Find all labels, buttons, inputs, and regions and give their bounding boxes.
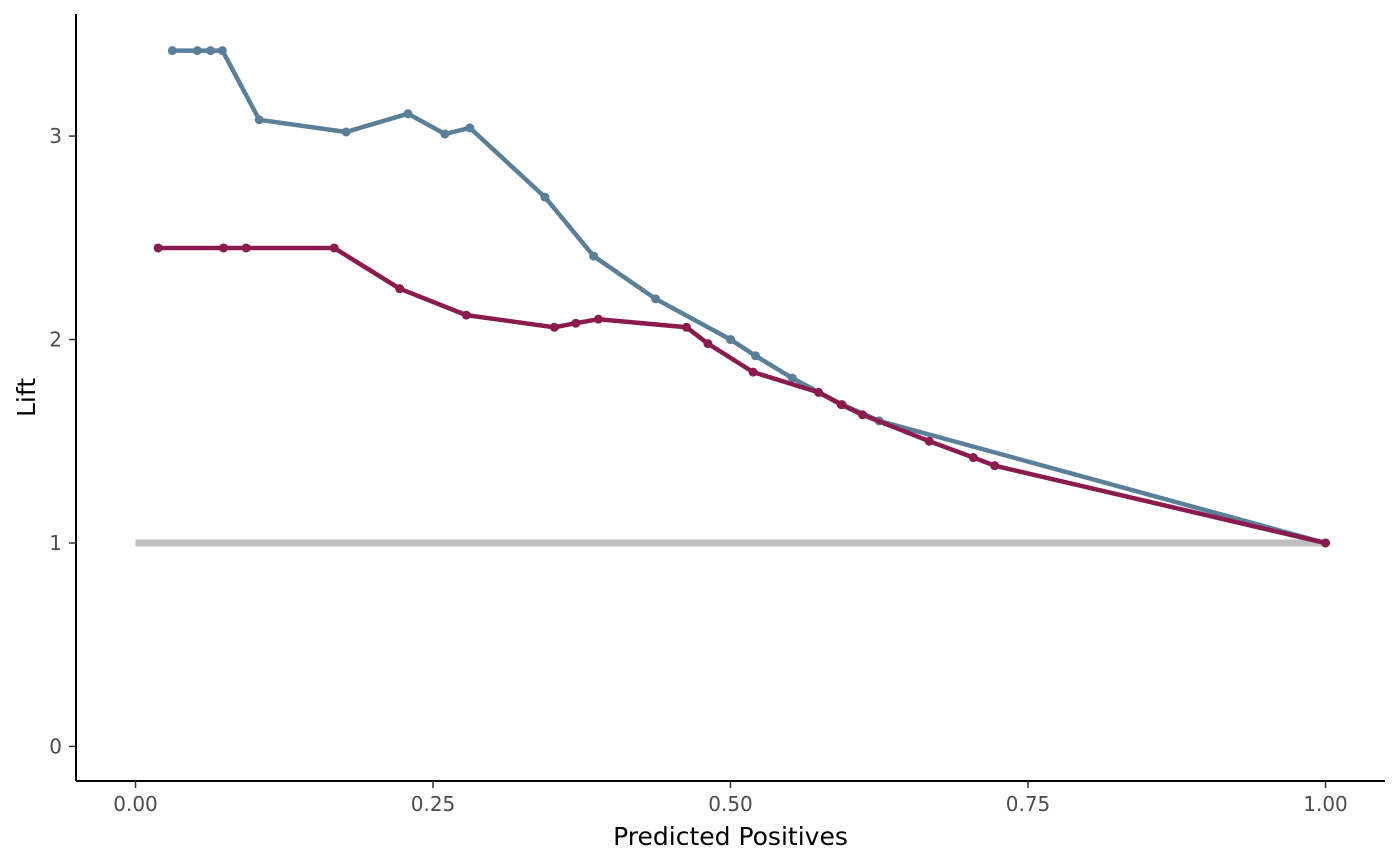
series-point — [341, 127, 351, 137]
series-point — [395, 284, 405, 294]
series-point — [836, 400, 846, 410]
x-tick-label: 0.00 — [113, 792, 158, 816]
series-point — [254, 115, 264, 125]
series-point — [205, 46, 215, 56]
series-point — [968, 453, 978, 463]
series-point — [748, 367, 758, 377]
series-layer — [153, 46, 1330, 548]
series-point — [681, 322, 691, 332]
series-point — [167, 46, 177, 56]
series-1 — [167, 46, 1330, 548]
series-point — [153, 243, 163, 253]
x-tick-label: 0.50 — [708, 792, 753, 816]
series-point — [192, 46, 202, 56]
series-point — [593, 314, 603, 324]
x-ticks: 0.00 0.25 0.50 0.75 1.00 — [113, 781, 1348, 816]
y-tick-label: 3 — [49, 124, 62, 148]
series-point — [703, 339, 713, 349]
series-point — [549, 322, 559, 332]
series-point — [787, 373, 797, 383]
series-point — [219, 243, 229, 253]
series-line — [170, 48, 1328, 546]
series-point — [990, 461, 1000, 471]
series-point — [540, 192, 550, 202]
series-point — [571, 318, 581, 328]
series-point — [403, 109, 413, 119]
axis-layer: 0.00 0.25 0.50 0.75 1.00 0 1 2 3 — [49, 14, 1385, 816]
x-axis-title: Predicted Positives — [613, 822, 848, 851]
series-point — [440, 129, 450, 139]
series-point — [858, 410, 868, 420]
x-tick-label: 1.00 — [1303, 792, 1348, 816]
y-axis-title: Lift — [12, 378, 41, 417]
x-tick-label: 0.25 — [411, 792, 456, 816]
series-point — [241, 243, 251, 253]
series-point — [750, 351, 760, 361]
series-point — [461, 310, 471, 320]
y-tick-label: 2 — [49, 328, 62, 352]
series-2 — [153, 243, 1330, 548]
series-point — [465, 123, 475, 133]
series-point — [924, 436, 934, 446]
series-line — [155, 245, 1328, 546]
y-tick-label: 1 — [49, 531, 62, 555]
series-point — [726, 335, 735, 345]
series-point — [651, 294, 661, 304]
x-tick-label: 0.75 — [1006, 792, 1051, 816]
series-point — [329, 243, 339, 253]
series-point — [1321, 538, 1330, 548]
series-point — [217, 46, 227, 56]
series-point — [814, 387, 824, 397]
y-tick-label: 0 — [49, 734, 62, 758]
y-ticks: 0 1 2 3 — [49, 124, 76, 758]
series-point — [589, 251, 599, 261]
